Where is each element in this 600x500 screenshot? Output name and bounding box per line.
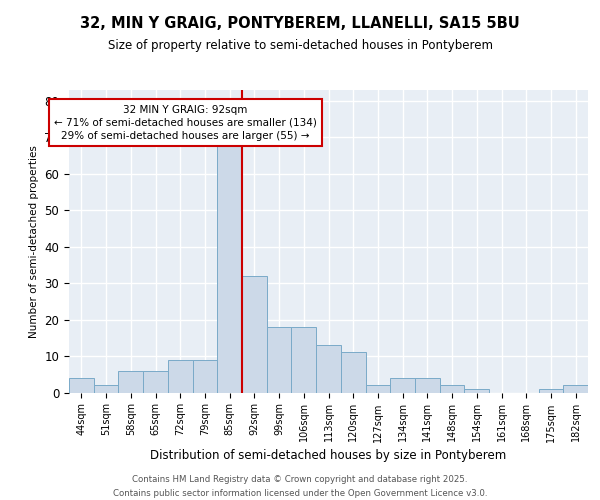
Bar <box>316 345 341 393</box>
Bar <box>440 385 464 392</box>
Bar <box>242 276 267 392</box>
Text: Contains HM Land Registry data © Crown copyright and database right 2025.
Contai: Contains HM Land Registry data © Crown c… <box>113 476 487 498</box>
X-axis label: Distribution of semi-detached houses by size in Pontyberem: Distribution of semi-detached houses by … <box>151 448 506 462</box>
Bar <box>193 360 217 392</box>
Bar <box>292 327 316 392</box>
Bar <box>118 370 143 392</box>
Text: 32, MIN Y GRAIG, PONTYBEREM, LLANELLI, SA15 5BU: 32, MIN Y GRAIG, PONTYBEREM, LLANELLI, S… <box>80 16 520 31</box>
Bar <box>267 327 292 392</box>
Bar <box>143 370 168 392</box>
Text: Size of property relative to semi-detached houses in Pontyberem: Size of property relative to semi-detach… <box>107 39 493 52</box>
Bar <box>390 378 415 392</box>
Y-axis label: Number of semi-detached properties: Number of semi-detached properties <box>29 145 39 338</box>
Bar <box>168 360 193 392</box>
Bar <box>341 352 365 393</box>
Bar <box>94 385 118 392</box>
Bar <box>563 385 588 392</box>
Bar <box>415 378 440 392</box>
Bar <box>365 385 390 392</box>
Bar <box>217 144 242 392</box>
Text: 32 MIN Y GRAIG: 92sqm
← 71% of semi-detached houses are smaller (134)
29% of sem: 32 MIN Y GRAIG: 92sqm ← 71% of semi-deta… <box>54 104 317 141</box>
Bar <box>69 378 94 392</box>
Bar <box>539 389 563 392</box>
Bar <box>464 389 489 392</box>
